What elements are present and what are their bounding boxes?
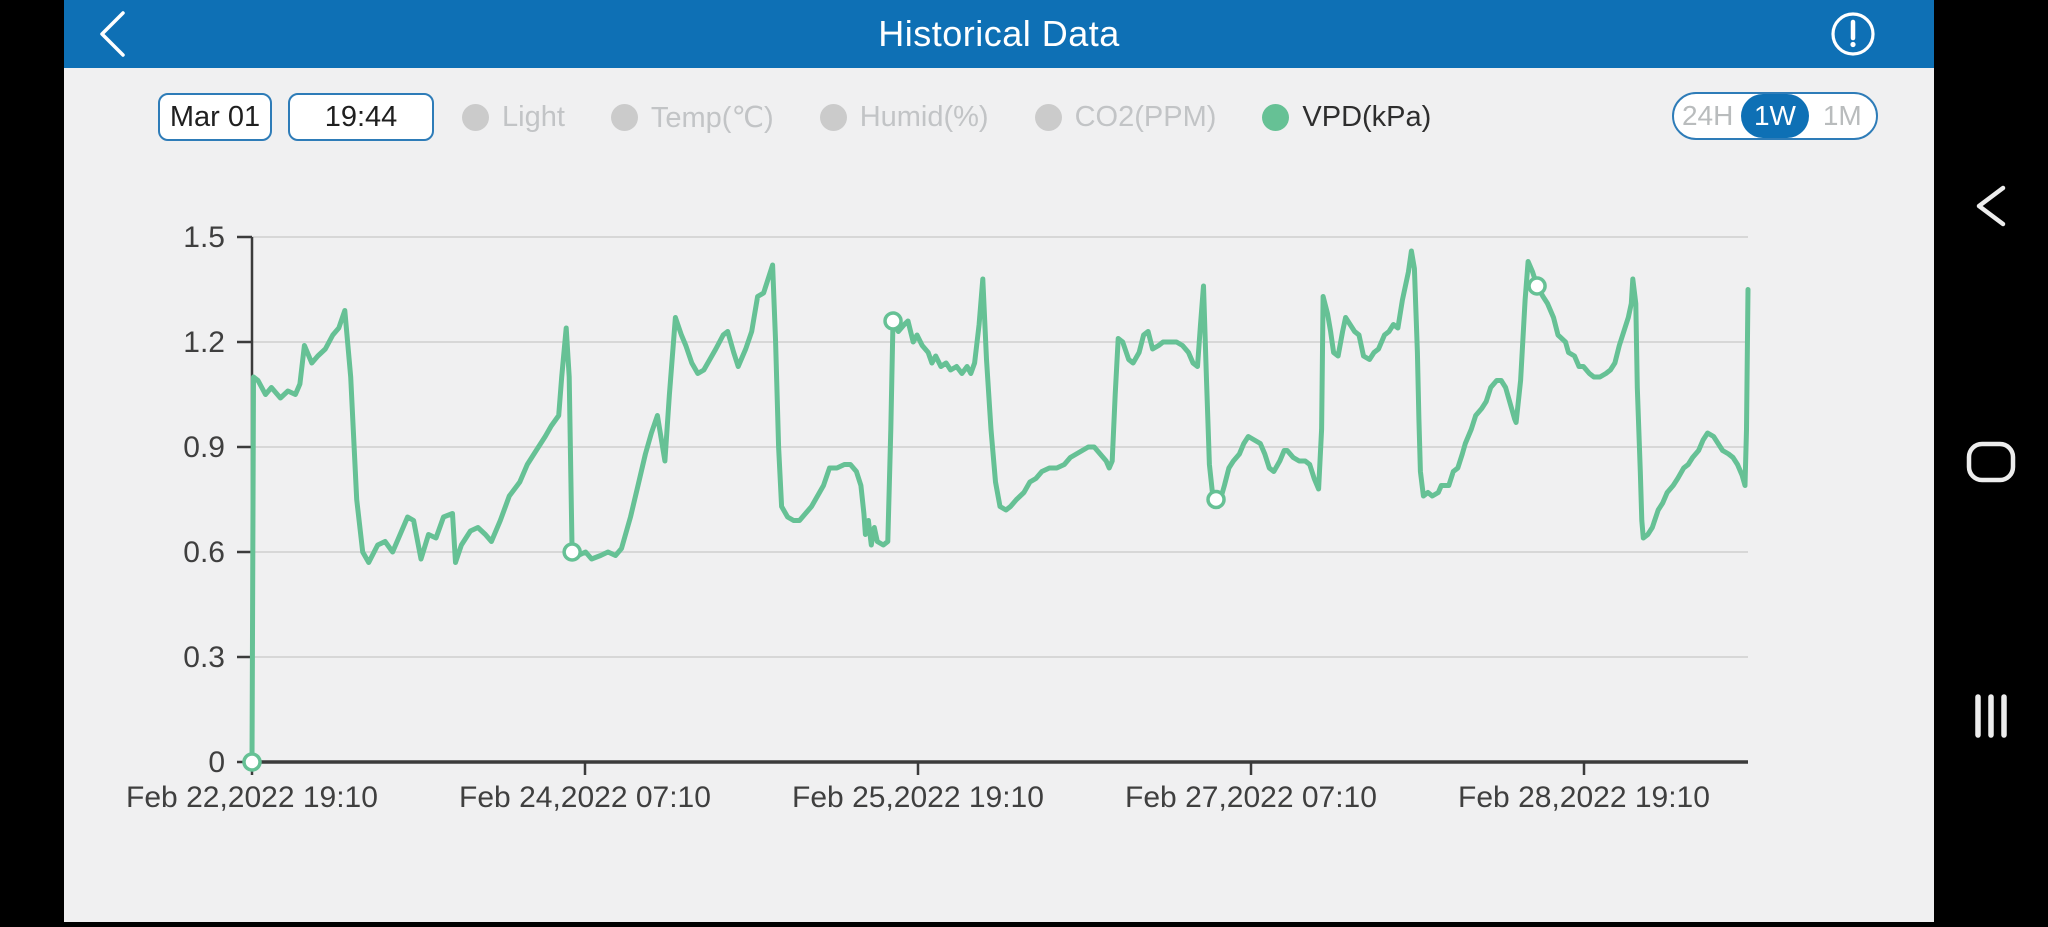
time-picker-field[interactable]: 19:44: [288, 93, 434, 141]
legend-dot-icon: [1262, 103, 1290, 131]
x-axis-tick-label: Feb 27,2022 07:10: [1125, 781, 1377, 814]
y-axis-tick-label: 1.5: [183, 221, 225, 254]
nav-recents-icon: [1975, 694, 2007, 738]
x-axis-tick-label: Feb 22,2022 19:10: [126, 781, 378, 814]
nav-home-button[interactable]: [1963, 434, 2019, 490]
legend-dot-icon: [819, 103, 847, 131]
x-axis-tick-label: Feb 28,2022 19:10: [1458, 781, 1710, 814]
nav-home-icon: [1966, 441, 2016, 483]
data-point-marker[interactable]: [1527, 276, 1547, 296]
legend-dot-icon: [1034, 103, 1062, 131]
date-picker-field[interactable]: Mar 01: [158, 93, 272, 141]
vpd-line-chart[interactable]: 0 0.3 0.6 0.9 1.2 1.5 Feb 22,2022 19:10 Feb 24,…: [64, 0, 1934, 922]
controls-row: Mar 01 19:44 Light Temp(℃) Humid(%) CO2(PPM…: [64, 92, 1934, 142]
range-option-1w[interactable]: 1W: [1741, 94, 1809, 138]
data-point-marker[interactable]: [1206, 489, 1226, 510]
app-header: Historical Data: [64, 0, 1934, 68]
legend-item-co2[interactable]: CO2(PPM): [1034, 100, 1217, 134]
data-point-marker[interactable]: [562, 542, 582, 562]
y-axis-tick-label: 0.3: [183, 641, 225, 674]
time-range-toggle: 24H 1W 1M: [1672, 92, 1878, 140]
legend-dot-icon: [610, 103, 638, 131]
y-axis-tick-label: 0.9: [183, 431, 225, 464]
legend-label: CO2(PPM): [1074, 100, 1217, 133]
legend-item-temp[interactable]: Temp(℃): [610, 100, 774, 135]
legend-item-vpd[interactable]: VPD(kPa): [1262, 101, 1431, 134]
legend-item-humid[interactable]: Humid(%): [819, 100, 989, 134]
nav-recents-button[interactable]: [1963, 688, 2019, 744]
y-axis-tick-label: 0.6: [183, 536, 225, 569]
x-axis-tick-label: Feb 24,2022 07:10: [459, 781, 711, 814]
vpd-series-line: [249, 248, 1751, 765]
android-nav-bar: [1934, 0, 2048, 922]
legend-label: Light: [502, 100, 565, 133]
alert-circle-icon: [1831, 12, 1875, 56]
data-point-marker[interactable]: [242, 752, 262, 772]
nav-back-button[interactable]: [1963, 178, 2019, 234]
alert-button[interactable]: [1830, 11, 1876, 57]
legend-label: Temp(℃): [650, 101, 774, 134]
back-button[interactable]: [86, 8, 138, 60]
series-legend: Light Temp(℃) Humid(%) CO2(PPM) VPD(kPa): [462, 92, 1431, 142]
legend-item-light[interactable]: Light: [462, 101, 565, 134]
back-chevron-icon: [100, 11, 125, 57]
nav-back-icon: [1976, 185, 2006, 227]
y-axis-tick-label: 1.2: [183, 326, 225, 359]
data-point-marker[interactable]: [883, 311, 903, 331]
page-title: Historical Data: [878, 13, 1120, 54]
left-screen-notch: [0, 0, 64, 922]
legend-dot-icon: [462, 103, 489, 131]
legend-label: VPD(kPa): [1302, 100, 1432, 133]
legend-label: Humid(%): [859, 100, 989, 133]
range-option-24h[interactable]: 24H: [1681, 100, 1734, 131]
range-option-1m[interactable]: 1M: [1822, 100, 1862, 131]
y-axis-tick-label: 0: [208, 746, 225, 779]
app-screen: Historical Data Mar 01 19:44 Light Temp(℃…: [64, 0, 1934, 922]
x-axis-tick-label: Feb 25,2022 19:10: [792, 781, 1044, 814]
